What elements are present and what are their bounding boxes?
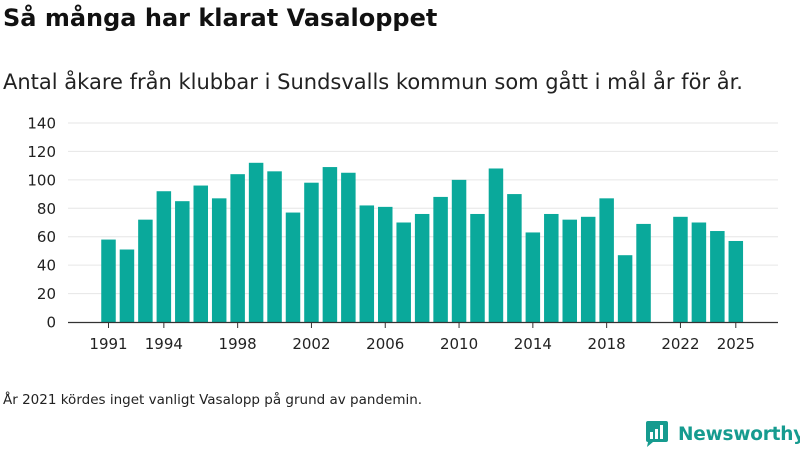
bar — [617, 255, 633, 322]
bar — [175, 201, 190, 322]
x-tick-label: 1994 — [145, 335, 183, 353]
bar — [304, 182, 319, 322]
x-tick-label: 1998 — [219, 335, 257, 353]
bar — [507, 194, 522, 322]
bar — [562, 219, 577, 322]
newsworthy-logo-icon — [646, 421, 668, 447]
bar — [285, 212, 301, 322]
y-tick-label: 120 — [27, 143, 56, 161]
bar — [138, 219, 153, 322]
bar — [414, 213, 430, 322]
brand-name: Newsworthy — [678, 423, 800, 445]
y-tick-label: 40 — [37, 257, 56, 275]
x-tick-label: 2022 — [661, 335, 699, 353]
y-tick-label: 140 — [27, 115, 56, 133]
bar — [636, 223, 651, 322]
bar — [101, 239, 116, 322]
y-tick-label: 100 — [27, 171, 56, 189]
x-tick-label: 2018 — [588, 335, 626, 353]
x-tick-label: 2006 — [366, 335, 404, 353]
x-tick-label: 2002 — [292, 335, 330, 353]
bar — [599, 198, 614, 322]
bar — [378, 206, 393, 322]
bar — [156, 191, 172, 322]
bar — [710, 231, 725, 322]
x-tick-label: 2025 — [717, 335, 755, 353]
bar — [691, 222, 707, 322]
x-tick-label: 2014 — [514, 335, 552, 353]
bar — [470, 213, 485, 322]
bar — [193, 185, 208, 322]
bar — [267, 171, 282, 322]
bar-chart: 0 20 40 60 80 100 120 140 1991 1994 1998 2002 2006 20… — [27, 115, 778, 353]
y-tick-label: 20 — [37, 285, 56, 303]
bar — [396, 222, 411, 322]
x-tick-label: 1991 — [89, 335, 127, 353]
bar — [211, 198, 227, 322]
chart-title: Så många har klarat Vasaloppet — [3, 4, 438, 32]
y-tick-label: 80 — [37, 200, 56, 218]
y-tick-label: 60 — [37, 228, 56, 246]
bar — [248, 162, 264, 322]
bar — [322, 167, 338, 322]
bar — [433, 196, 448, 322]
chart-subtitle: Antal åkare från klubbar i Sundsvalls ko… — [3, 70, 743, 94]
bar — [488, 168, 504, 322]
x-tick-label: 2010 — [440, 335, 478, 353]
footnote: År 2021 kördes inget vanligt Vasalopp på… — [3, 392, 423, 408]
newsworthy-logo[interactable]: Newsworthy — [644, 420, 800, 448]
bar — [673, 216, 688, 322]
bar — [359, 205, 375, 322]
bar — [341, 172, 356, 322]
bar — [119, 249, 135, 322]
bar — [728, 240, 744, 322]
bar — [544, 213, 559, 322]
bar — [451, 179, 467, 322]
bar — [525, 232, 541, 322]
bar — [230, 174, 245, 322]
y-tick-label: 0 — [46, 314, 56, 332]
bar — [580, 216, 596, 322]
